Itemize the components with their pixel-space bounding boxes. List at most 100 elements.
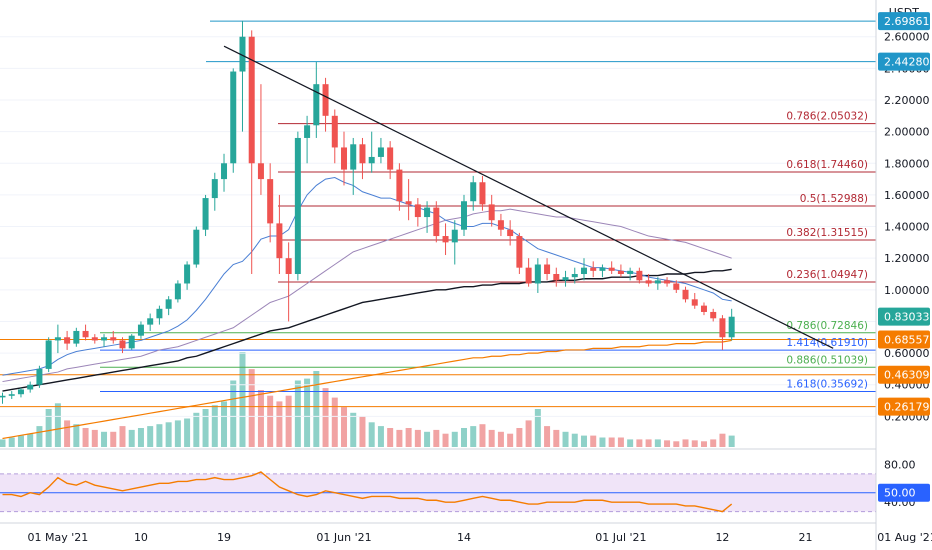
volume-bar xyxy=(580,435,587,447)
ma-black-line xyxy=(2,268,732,392)
candlesticks xyxy=(0,20,735,404)
price-tick-label: 1.80000 xyxy=(884,157,930,170)
candle-body xyxy=(230,71,237,164)
candle-body xyxy=(248,36,255,164)
candle-body xyxy=(101,337,108,341)
volume-bar xyxy=(645,439,652,447)
volume-bar xyxy=(470,426,477,447)
fib-level-label: 0.382(1.31515) xyxy=(786,227,868,239)
volume-bars xyxy=(0,352,735,447)
volume-bar xyxy=(257,390,264,447)
volume-bar xyxy=(341,407,348,447)
fib-level-label: 0.786(0.72846) xyxy=(786,320,868,332)
price-tick-label: 2.20000 xyxy=(884,94,930,107)
candle-body xyxy=(562,277,569,281)
candle-body xyxy=(525,267,532,284)
volume-bar xyxy=(202,409,209,447)
volume-bar xyxy=(377,426,384,447)
volume-bar xyxy=(728,435,735,447)
candle-body xyxy=(322,84,329,116)
candle-body xyxy=(368,156,375,164)
volume-bar xyxy=(276,401,283,447)
candle-body xyxy=(728,316,735,338)
candle-body xyxy=(719,318,726,338)
candle-body xyxy=(239,36,246,72)
fib-level-label: 0.236(1.04947) xyxy=(786,269,868,281)
candle-body xyxy=(387,147,394,170)
candle-body xyxy=(359,144,366,164)
volume-bar xyxy=(165,422,172,447)
horizontal-levels xyxy=(0,20,876,408)
time-tick-label: 14 xyxy=(457,531,471,544)
volume-bar xyxy=(636,439,643,447)
volume-bar xyxy=(36,426,43,447)
volume-bar xyxy=(700,441,707,447)
volume-bar xyxy=(137,428,144,447)
candle-body xyxy=(433,207,440,237)
price-level-tag-label: 0.26179 xyxy=(884,401,930,414)
volume-bar xyxy=(534,409,541,447)
volume-bar xyxy=(516,428,523,447)
price-level-tag-label: 2.69861 xyxy=(884,15,930,28)
volume-bar xyxy=(414,429,421,447)
volume-bar xyxy=(664,440,671,447)
candle-body xyxy=(488,204,495,221)
candle-body xyxy=(211,179,218,199)
candle-body xyxy=(8,394,15,396)
candle-body xyxy=(276,223,283,259)
fib-level-label: 0.5(1.52988) xyxy=(800,193,868,205)
volume-bar xyxy=(304,378,311,447)
volume-bar xyxy=(239,352,246,447)
candle-body xyxy=(590,267,597,271)
time-tick-label: 21 xyxy=(799,531,813,544)
volume-bar xyxy=(673,441,680,447)
candle-body xyxy=(0,395,6,398)
candle-body xyxy=(137,324,144,336)
price-level-tag xyxy=(878,330,930,349)
volume-bar xyxy=(488,429,495,447)
volume-bar xyxy=(193,412,200,447)
price-level-tag-label: 0.46309 xyxy=(884,369,930,382)
candle-body xyxy=(470,182,477,202)
volume-bar xyxy=(682,439,689,447)
candle-body xyxy=(617,270,624,274)
candle-body xyxy=(682,289,689,300)
price-level-tag xyxy=(878,52,930,71)
volume-bar xyxy=(0,439,6,447)
volume-bar xyxy=(571,433,578,447)
candle-body xyxy=(128,335,135,349)
candle-body xyxy=(294,137,301,274)
candle-body xyxy=(331,115,338,148)
volume-bar xyxy=(654,439,661,447)
candle-body xyxy=(184,264,191,284)
rsi-level-label: 80.00 xyxy=(884,458,916,471)
candle-body xyxy=(174,283,181,300)
price-tick-label: 0.60000 xyxy=(884,347,930,360)
volume-bar xyxy=(544,426,551,447)
candle-body xyxy=(267,179,274,224)
volume-bar xyxy=(368,422,375,447)
volume-bar xyxy=(128,429,135,447)
current-price-tag xyxy=(878,307,930,326)
candle-body xyxy=(27,384,34,390)
fib-level-label: 1.618(0.35692) xyxy=(786,379,868,391)
price-tick-label: 2.00000 xyxy=(884,126,930,139)
volume-bar xyxy=(608,437,615,447)
price-level-tag xyxy=(878,365,930,384)
volume-bar xyxy=(627,439,634,447)
candle-body xyxy=(405,201,412,205)
volume-bar xyxy=(8,437,15,447)
volume-bar xyxy=(267,395,274,447)
volume-bar xyxy=(691,440,698,447)
candle-body xyxy=(636,270,643,281)
candle-body xyxy=(350,144,357,170)
volume-bar xyxy=(507,433,514,447)
candle-body xyxy=(553,274,560,281)
rsi-midline-tag xyxy=(878,483,930,502)
volume-bar xyxy=(45,409,52,447)
candle-body xyxy=(73,330,80,344)
candle-body xyxy=(580,267,587,274)
rsi-midline-label: 50.00 xyxy=(884,487,916,500)
price-level-tag-label: 0.68557 xyxy=(884,334,930,347)
